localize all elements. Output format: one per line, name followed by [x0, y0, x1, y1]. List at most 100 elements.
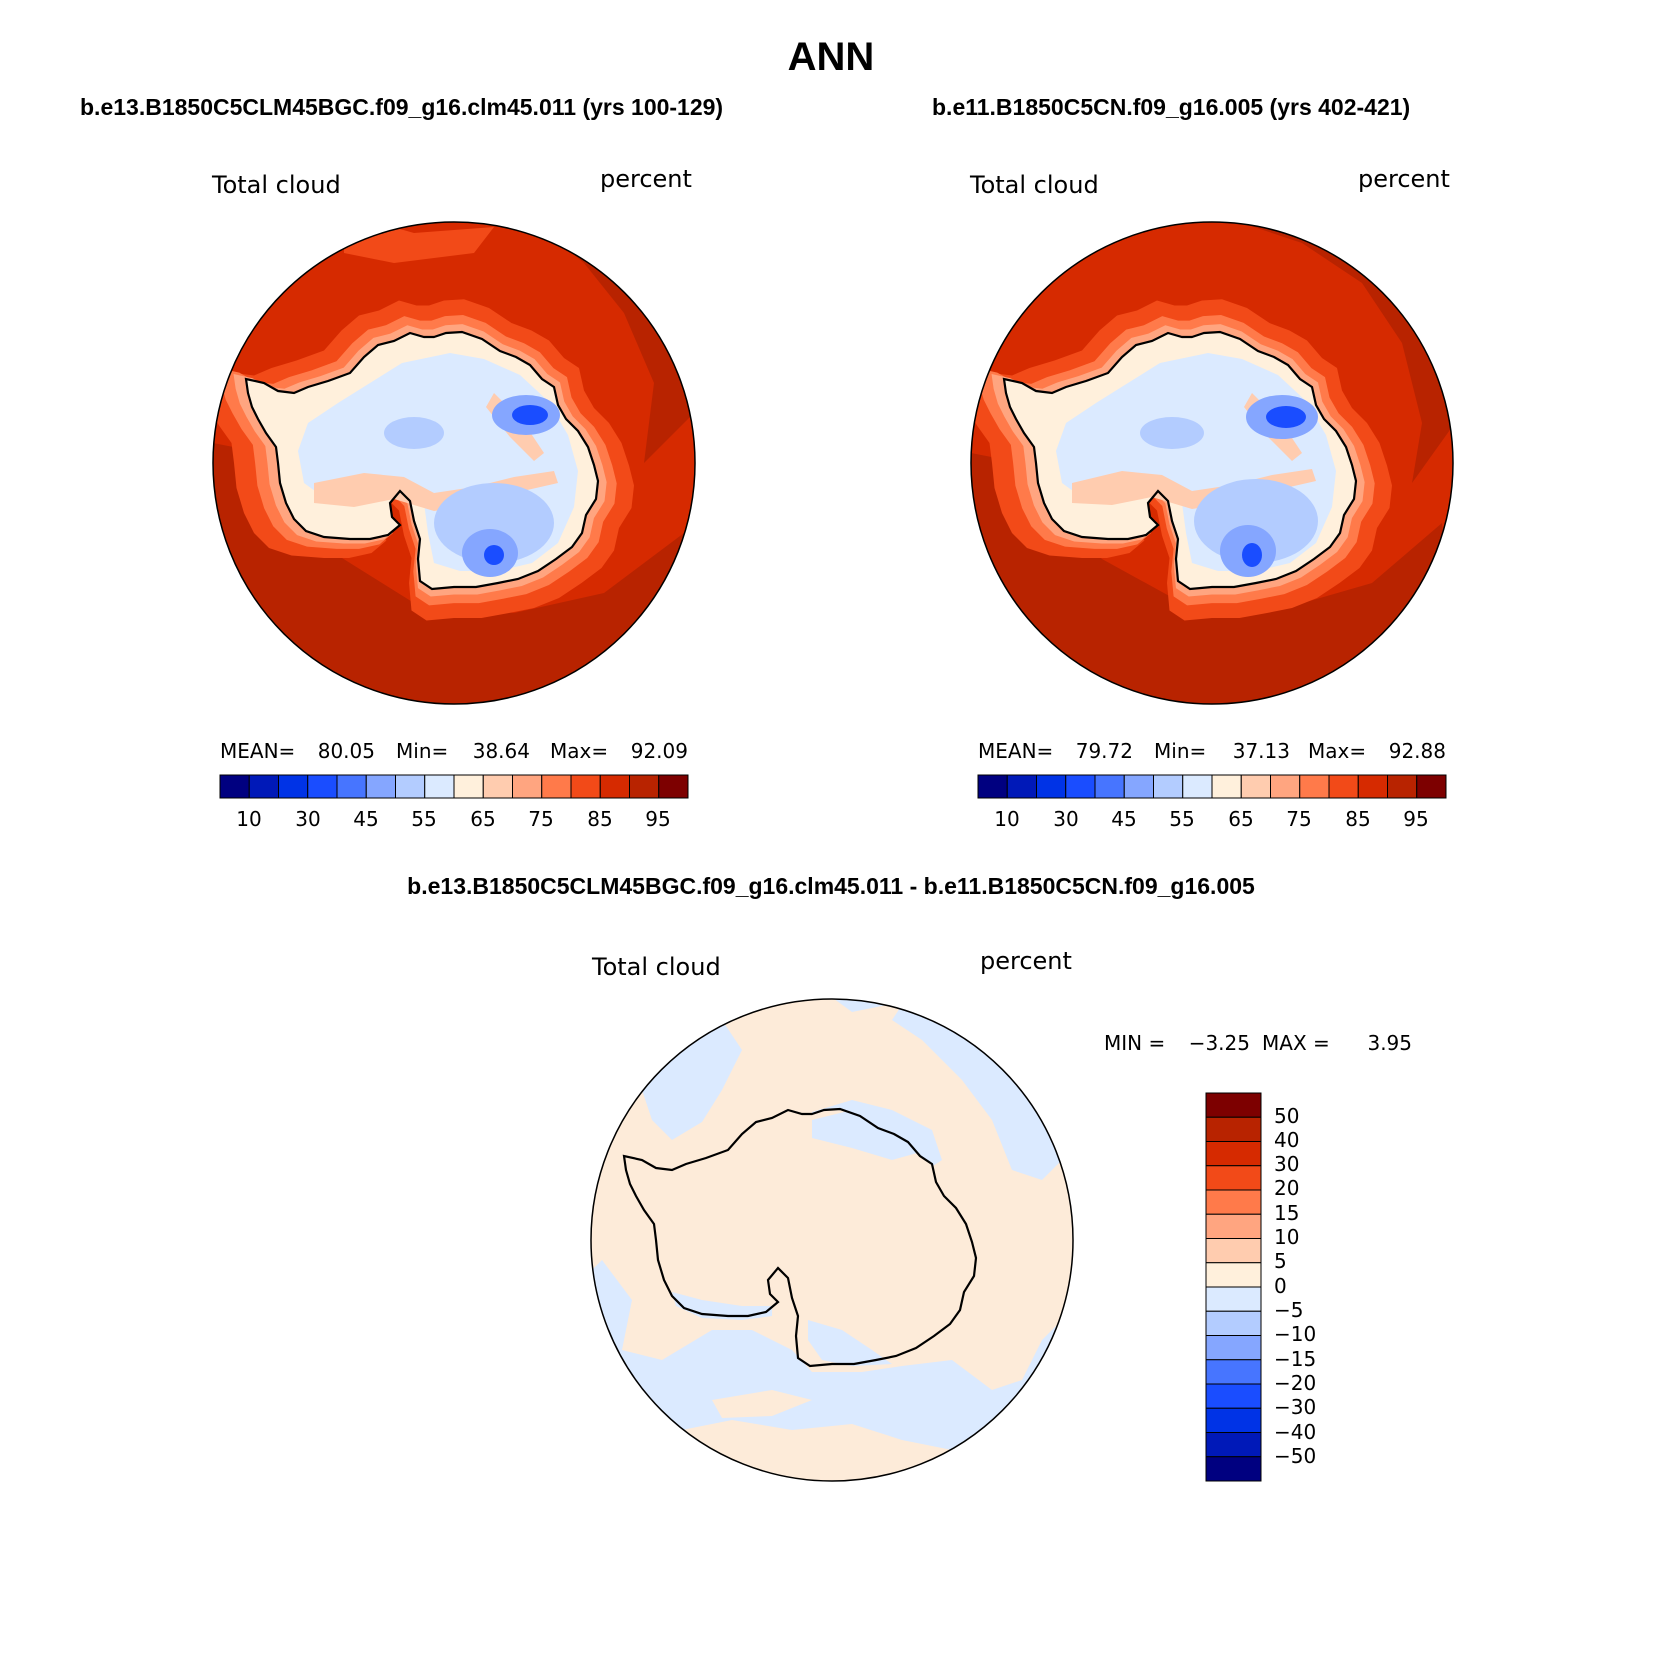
panel-2-colorbar-box [1387, 774, 1418, 799]
panel-1-colorbar-tick: 65 [470, 807, 495, 831]
difference-colorbar-box [1205, 1456, 1262, 1482]
difference-colorbar-tick: 15 [1274, 1201, 1299, 1225]
panel-1-colorbar-box [365, 774, 396, 799]
panel-2-colorbar-box [1065, 774, 1096, 799]
panel-2-map-border [970, 221, 1454, 705]
panel-2-colorbar-tick: 65 [1228, 807, 1253, 831]
panel-2-colorbar-box [977, 774, 1008, 799]
panel-1-colorbar-box [453, 774, 484, 799]
difference-map-border [590, 998, 1074, 1482]
panel-1-colorbar-box [629, 774, 660, 799]
difference-colorbar-tick: −30 [1274, 1395, 1316, 1419]
panel-1-colorbar-box [248, 774, 279, 799]
panel-2-colorbar-box [1006, 774, 1037, 799]
panel-2-colorbar-box [1211, 774, 1242, 799]
panel-2-colorbar-tick: 75 [1286, 807, 1311, 831]
difference-colorbar-box [1205, 1092, 1262, 1118]
panel-2-units: percent [1358, 165, 1450, 193]
panel-1-colorbar-box [278, 774, 309, 799]
figure-title: ANN [788, 35, 875, 79]
difference-colorbar-tick: 50 [1274, 1104, 1299, 1128]
panel-1-colorbar-box [336, 774, 367, 799]
difference-colorbar-ticks: 50 40 30 20 15 10 5 0 −5 −10 −15 −20 −30… [1274, 1104, 1316, 1468]
panel-1-min-label: Min= [396, 739, 448, 763]
panel-2-max-label: Max= [1308, 739, 1366, 763]
panel-1-units: percent [600, 165, 692, 193]
panel-1-colorbar-ticks: 10 30 45 55 65 75 85 95 [236, 807, 670, 831]
panel-2-colorbar-box [1153, 774, 1184, 799]
panel-1-colorbar-tick: 30 [295, 807, 320, 831]
difference-colorbar-tick: −10 [1274, 1322, 1316, 1346]
panel-1-dark-band [213, 443, 695, 704]
panel-1-colorbar-tick: 85 [587, 807, 612, 831]
difference-max: 3.95 [1367, 1031, 1412, 1055]
difference-colorbar-tick: 10 [1274, 1225, 1299, 1249]
panel-2-colorbar-tick: 95 [1403, 807, 1428, 831]
difference-colorbar-box [1205, 1262, 1262, 1288]
difference-colorbar-tick: −40 [1274, 1420, 1316, 1444]
difference-colorbar-tick: −5 [1274, 1298, 1303, 1322]
panel-1-colorbar-box [512, 774, 543, 799]
difference-colorbar [1205, 1092, 1262, 1482]
panel-1-colorbar-tick: 45 [353, 807, 378, 831]
difference-colorbar-box [1205, 1213, 1262, 1239]
panel-2-colorbar-box [1182, 774, 1213, 799]
difference-min-label: MIN = [1104, 1031, 1165, 1055]
difference-colorbar-box [1205, 1189, 1262, 1215]
panel-1-map [212, 221, 696, 705]
panel-1-map-border [212, 221, 696, 705]
panel-2-colorbar-box [1094, 774, 1125, 799]
panel-1-min: 38.64 [473, 739, 530, 763]
difference-colorbar-tick: 30 [1274, 1152, 1299, 1176]
panel-1-colorbar-box [541, 774, 572, 799]
panel-2-colorbar-tick: 55 [1169, 807, 1194, 831]
panel-1-colorbar-tick: 10 [236, 807, 261, 831]
panel-1-colorbar-box [658, 774, 689, 799]
panel-2: Total cloud percent [969, 165, 1454, 831]
panel-1-colorbar-tick: 75 [528, 807, 553, 831]
panel-2-colorbar-box [1036, 774, 1067, 799]
panel-2-mean: 79.72 [1076, 739, 1133, 763]
panel-2-colorbar-tick: 30 [1053, 807, 1078, 831]
panel-2-mean-label: MEAN= [978, 739, 1053, 763]
panel-1-colorbar-box [482, 774, 513, 799]
panel-1-max-label: Max= [550, 739, 608, 763]
difference-title: b.e13.B1850C5CLM45BGC.f09_g16.clm45.011 … [407, 873, 1255, 899]
difference-colorbar-box [1205, 1116, 1262, 1142]
panel-2-colorbar-box [1240, 774, 1271, 799]
difference-max-label: MAX = [1262, 1031, 1330, 1055]
panel-2-min-label: Min= [1154, 739, 1206, 763]
panel-1-colorbar-box [307, 774, 338, 799]
difference-colorbar-tick: 5 [1274, 1249, 1287, 1273]
panel-2-colorbar-tick: 45 [1111, 807, 1136, 831]
panel-2-colorbar-box [1328, 774, 1359, 799]
panel-2-colorbar-tick: 85 [1345, 807, 1370, 831]
difference-colorbar-tick: −50 [1274, 1444, 1316, 1468]
panel-2-colorbar [977, 774, 1447, 799]
panel-1-colorbar-tick: 95 [645, 807, 670, 831]
panel-2-colorbar-tick: 10 [994, 807, 1019, 831]
panel-1-mean-label: MEAN= [220, 739, 295, 763]
panel-2-colorbar-box [1270, 774, 1301, 799]
panel-2-min: 37.13 [1233, 739, 1290, 763]
panel-1-case-title: b.e13.B1850C5CLM45BGC.f09_g16.clm45.011 … [80, 94, 723, 120]
difference-colorbar-box [1205, 1432, 1262, 1458]
panel-1-colorbar-tick: 55 [411, 807, 436, 831]
panel-2-colorbar-ticks: 10 30 45 55 65 75 85 95 [994, 807, 1428, 831]
difference-colorbar-tick: 0 [1274, 1274, 1287, 1298]
difference-colorbar-tick: 20 [1274, 1176, 1299, 1200]
difference-panel: b.e13.B1850C5CLM45BGC.f09_g16.clm45.011 … [407, 873, 1412, 1482]
difference-variable: Total cloud [591, 953, 721, 981]
panel-1-variable: Total cloud [211, 171, 341, 199]
difference-colorbar-box [1205, 1359, 1262, 1385]
panel-1: Total cloud percent [211, 165, 696, 831]
difference-colorbar-tick: 40 [1274, 1128, 1299, 1152]
panel-2-dark-band [971, 453, 1453, 704]
panel-2-colorbar-box [1299, 774, 1330, 799]
panel-1-colorbar-box [424, 774, 455, 799]
difference-colorbar-tick: −20 [1274, 1371, 1316, 1395]
panel-1-colorbar-box [599, 774, 630, 799]
panel-2-variable: Total cloud [969, 171, 1099, 199]
difference-min: −3.25 [1189, 1031, 1250, 1055]
